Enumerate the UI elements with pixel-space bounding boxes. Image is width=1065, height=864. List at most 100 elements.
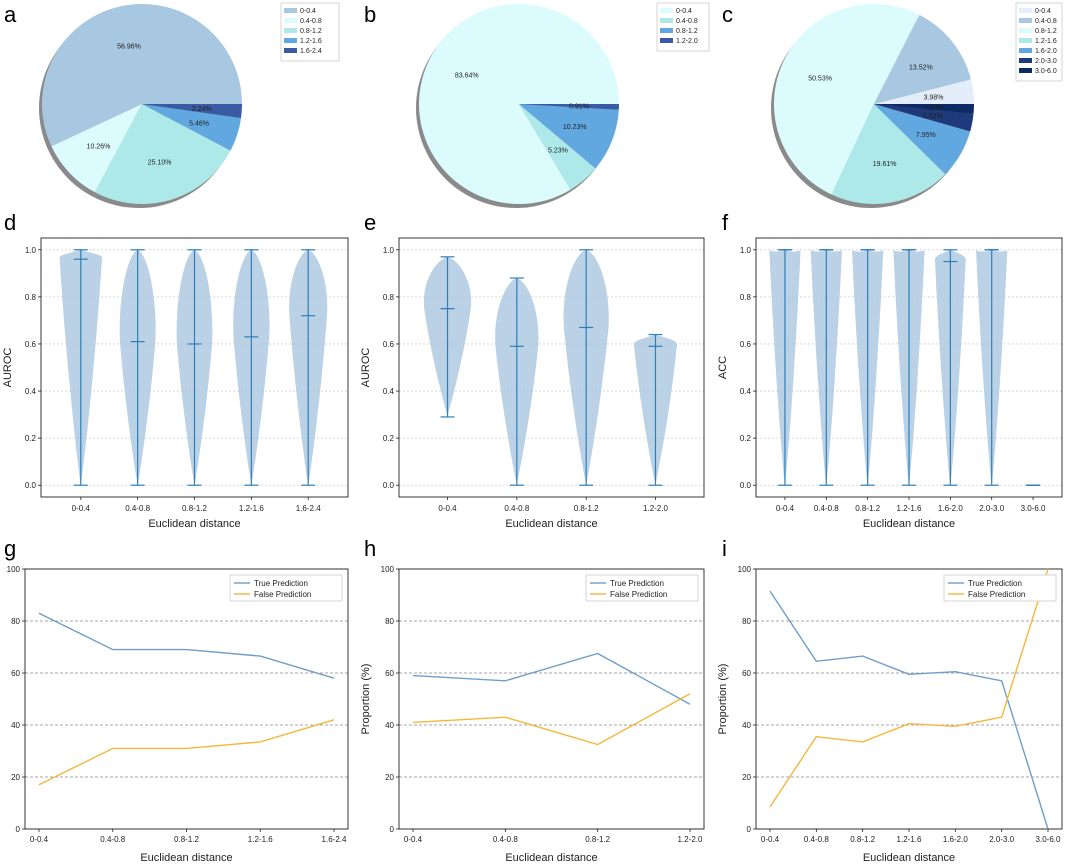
pie-legend-swatch [1019,28,1032,33]
pie-slice [419,3,619,204]
y-tick-label: 100 [738,565,752,574]
y-axis-label: AUROC [2,348,14,388]
series-line [769,590,1049,830]
pie-legend-label: 0-0.4 [676,8,692,15]
y-axis-label: ACC [717,356,729,379]
pie-slice [519,104,619,169]
x-tick-label: 1.6-2.0 [943,835,968,844]
x-tick-label: 0.4-0.8 [125,504,150,513]
x-axis-label: Euclidean distance [505,852,597,864]
y-tick-label: 0.8 [740,293,752,302]
series-line [412,652,691,705]
x-tick-label: 2.0-3.0 [979,504,1004,513]
pie-legend-label: 2.0-3.0 [1035,58,1057,65]
x-tick-label: 1.2-1.6 [897,835,922,844]
x-tick-label: 0-0.4 [30,835,49,844]
y-tick-label: 0.4 [25,387,37,396]
pie-slice-label: 5.23% [548,148,568,155]
pie-legend-label: 0-0.4 [300,8,316,15]
y-tick-label: 80 [11,617,20,626]
y-tick-label: 60 [11,669,20,678]
panel-letter-i: i [722,536,727,561]
y-tick-label: 0.4 [740,387,752,396]
pie-slice [874,79,974,104]
x-tick-label: 0.4-0.8 [504,504,529,513]
line-legend-label: True Prediction [968,579,1022,588]
x-tick-label: 1.6-2.4 [296,504,321,513]
x-tick-label: 0.8-1.2 [855,504,880,513]
y-tick-label: 100 [7,565,21,574]
x-tick-label: 0-0.4 [438,504,457,513]
pie-chart-b: 83.64% 5.23% 10.23% 0.91% 0-0.4 0.4-0.8 0.8-1.… [416,2,710,208]
pie-legend-label: 1.6-2.0 [1035,48,1057,55]
violin-chart-f: 0.0 0.2 0.4 0.6 0.8 1.0 0-0.4 0.4-0.8 0.8-1.2 1.2… [717,237,1063,530]
line-chart-h: 0 20 40 60 80 100 0-0.4 0.4-0.8 0.8-1.2 1.2-2.0 Tr… [360,565,705,864]
pie-slice [874,104,971,175]
x-tick-label: 0.8-1.2 [574,504,599,513]
series-line [38,719,335,786]
x-tick-label: 3.0-6.0 [1036,835,1061,844]
line-legend-label: True Prediction [610,579,664,588]
pie-legend-swatch [660,18,673,23]
pie-slice-label: 10.23% [563,124,587,131]
x-tick-label: 0-0.4 [761,835,780,844]
y-axis-label: Proportion (%) [360,664,372,735]
violin-chart-d: 0.0 0.2 0.4 0.6 0.8 1.0 0-0.4 0.4-0.8 0.8-1.2 1.2… [2,237,349,530]
x-tick-label: 1.6-2.4 [322,835,347,844]
x-tick-label: 0.4-0.8 [814,504,839,513]
pie-legend-swatch [284,38,297,43]
pie-legend-label: 0.4-0.8 [1035,18,1057,25]
line-legend-box [229,574,343,602]
y-tick-label: 0.0 [740,481,752,490]
line-legend-label: False Prediction [610,590,667,599]
y-tick-label: 0.8 [383,293,395,302]
pie-legend-label: 0.8-1.2 [676,28,698,35]
x-axis-label: Euclidean distance [148,518,240,530]
pie-legend-swatch [284,28,297,33]
pie-slice [51,104,142,193]
x-tick-label: 1.2-1.6 [248,835,273,844]
x-tick-label: 0.8-1.2 [850,835,875,844]
x-axis-label: Euclidean distance [140,852,232,864]
x-tick-label: 3.0-6.0 [1021,504,1046,513]
pie-legend-label: 0.8-1.2 [1035,28,1057,35]
pie-slice [874,104,975,114]
pie-legend-swatch [660,8,673,13]
pie-slice [41,4,243,147]
x-tick-label: 1.2-1.6 [239,504,264,513]
pie-slice [831,104,946,205]
y-tick-label: 0.6 [25,340,37,349]
x-tick-label: 0.8-1.2 [174,835,199,844]
pie-slice-label: 7.95% [916,132,936,139]
pie-legend-swatch [1019,18,1032,23]
plot-frame [24,568,349,830]
x-tick-label: 1.2-2.0 [643,504,668,513]
pie-legend-swatch [1019,68,1032,73]
y-tick-label: 0 [747,825,752,834]
pie-slice [142,104,242,151]
panel-letter-d: d [4,210,16,235]
pie-slice-label: 1.58% [924,105,944,112]
x-tick-label: 1.2-1.6 [897,504,922,513]
pie-slice-label: 25.10% [148,159,172,166]
y-tick-label: 0.2 [740,434,752,443]
y-tick-label: 60 [742,669,751,678]
pie-slice [142,104,242,119]
pie-chart-a: 56.96% 10.26% 25.10% 5.46% 2.24% 0-0.4 0.4-0.8… [39,2,340,208]
y-tick-label: 1.0 [383,246,395,255]
series-line [38,612,335,679]
y-tick-label: 40 [742,721,751,730]
x-tick-label: 0.8-1.2 [182,504,207,513]
pie-slice [874,104,974,132]
pie-legend-label: 0.4-0.8 [676,18,698,25]
pie-slice [519,104,596,190]
y-tick-label: 20 [385,773,394,782]
pie-slice [94,104,231,205]
pie-legend-swatch [284,18,297,23]
pie-legend-label: 0-0.4 [1035,8,1051,15]
y-tick-label: 100 [381,565,395,574]
pie-legend-label: 0.4-0.8 [300,18,322,25]
y-axis-label: AUROC [360,348,372,388]
y-tick-label: 0.0 [383,481,395,490]
